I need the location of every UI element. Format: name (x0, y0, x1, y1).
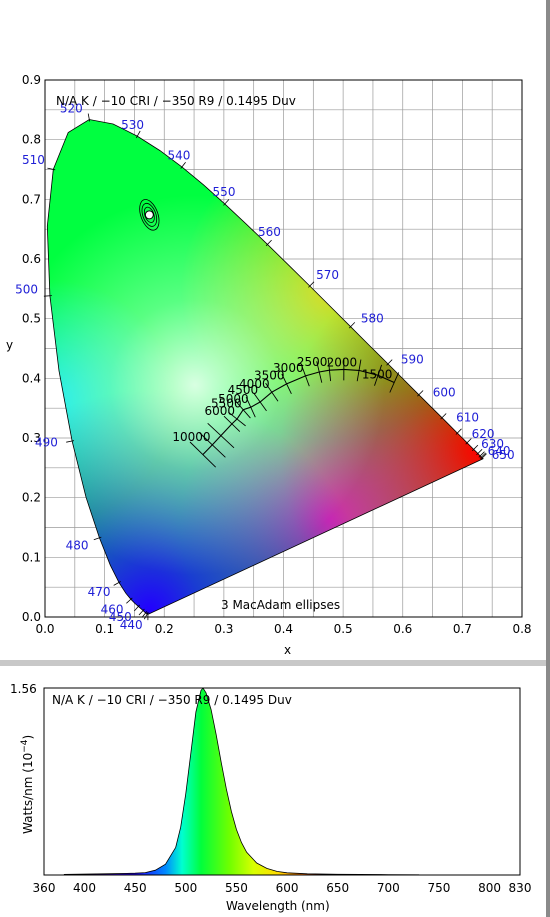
power-axis-label-main: Watts/nm (10 (21, 753, 35, 834)
wavelength-tick-label: 500 (174, 881, 197, 895)
wavelength-label: 500 (15, 283, 38, 297)
cct-label: 4500 (228, 383, 259, 397)
cct-label: 10000 (172, 430, 210, 444)
wavelength-tick-label: 550 (225, 881, 248, 895)
wavelength-label: 530 (121, 118, 144, 132)
wavelength-tick-label: 450 (124, 881, 147, 895)
x-tick-label: 0.5 (334, 622, 353, 636)
cct-label: 3000 (273, 361, 304, 375)
wavelength-label: 450 (109, 610, 132, 624)
wavelength-label: 520 (60, 102, 83, 116)
wavelength-label: 580 (361, 312, 384, 326)
chromaticity-subtitle: N/A K / −10 CRI / −350 R9 / 0.1495 Duv (56, 94, 296, 108)
y-tick-label: 0.1 (22, 550, 41, 564)
y-tick-label: 0.8 (22, 133, 41, 147)
wavelength-tick-label: 360 (33, 881, 56, 895)
wavelength-label: 550 (213, 185, 236, 199)
cct-label: 5500 (211, 397, 242, 411)
wavelength-label: 480 (66, 538, 89, 552)
axis-tick-labels: 0.0 0.1 0.2 0.3 0.4 0.5 0.6 0.7 0.8 0.0 0.1 0.2 0.3 0… (22, 73, 532, 636)
y-max-label: 1.56 (10, 682, 37, 696)
x-tick-label: 0.0 (35, 622, 54, 636)
wavelength-label: 610 (456, 411, 479, 425)
spectrum-chart: 360 400 450 500 550 600 650 700 750 800 830 1.56 N… (10, 682, 532, 913)
wavelength-tick-label: 700 (377, 881, 400, 895)
wavelength-label: 470 (88, 585, 111, 599)
y-tick-label: 0.6 (22, 252, 41, 266)
macadam-annotation: 3 MacAdam ellipses (221, 598, 340, 612)
spectrum-tick-labels: 360 400 450 500 550 600 650 700 750 800 830 (33, 881, 532, 895)
y-tick-label: 0.5 (22, 312, 41, 326)
y-tick-label: 0.9 (22, 73, 41, 87)
cct-label: 3500 (254, 369, 285, 383)
spectrum-subtitle: N/A K / −10 CRI / −350 R9 / 0.1495 Duv (52, 693, 292, 707)
wavelength-label: 440 (120, 618, 143, 632)
x-axis-label: x (284, 643, 291, 657)
wavelength-label: 560 (258, 225, 281, 239)
chromaticity-diagram: 0.0 0.1 0.2 0.3 0.4 0.5 0.6 0.7 0.8 0.0 0.1 0.2 0.3 0… (6, 73, 532, 657)
y-tick-label: 0.4 (22, 371, 41, 385)
cct-label: 4000 (239, 377, 270, 391)
macadam-ellipse (141, 202, 158, 227)
wavelength-label: 570 (316, 268, 339, 282)
y-axis-label: y (6, 338, 13, 352)
power-axis-label-close: ) (21, 735, 35, 740)
y-tick-label: 0.0 (22, 610, 41, 624)
wavelength-tick-label: 800 (478, 881, 501, 895)
cct-label: 1500 (362, 368, 393, 382)
wavelength-label: 600 (433, 386, 456, 400)
window-edge (546, 0, 550, 917)
wavelength-tick-label: 600 (276, 881, 299, 895)
y-tick-label: 0.7 (22, 192, 41, 206)
wavelength-label: 460 (101, 602, 124, 616)
cct-label: 2500 (297, 355, 328, 369)
planckian-locus (189, 358, 400, 468)
macadam-ellipse (139, 199, 160, 231)
x-tick-label: 0.6 (393, 622, 412, 636)
wavelength-label: 650 (492, 448, 515, 462)
power-axis-label-exp: −4 (20, 739, 30, 753)
wavelength-tick-label: 650 (326, 881, 349, 895)
wavelength-ticks (43, 113, 487, 621)
wavelength-label: 510 (22, 153, 45, 167)
x-tick-label: 0.1 (95, 622, 114, 636)
power-axis-label: Watts/nm (10−4) (20, 735, 35, 834)
plot-frame (44, 79, 523, 618)
wavelength-axis-label: Wavelength (nm) (226, 899, 330, 913)
x-tick-label: 0.8 (512, 622, 531, 636)
y-tick-label: 0.2 (22, 491, 41, 505)
wavelength-tick-label: 400 (73, 881, 96, 895)
x-tick-label: 0.3 (214, 622, 233, 636)
x-tick-label: 0.2 (155, 622, 174, 636)
spectrum-area (63, 687, 420, 876)
wavelength-label: 640 (488, 444, 511, 458)
y-tick-label: 0.3 (22, 431, 41, 445)
wavelength-tick-label: 830 (509, 881, 532, 895)
wavelength-label: 490 (35, 435, 58, 449)
spectrum-frame (43, 687, 521, 876)
x-tick-label: 0.4 (274, 622, 293, 636)
wavelength-label: 590 (401, 353, 424, 367)
wavelength-label: 630 (481, 437, 504, 451)
cct-label: 6000 (204, 404, 235, 418)
wavelength-label: 620 (472, 427, 495, 441)
point-marker (144, 210, 154, 220)
wavelength-label: 540 (167, 148, 190, 162)
x-tick-label: 0.7 (453, 622, 472, 636)
chromaticity-point (139, 199, 160, 231)
cct-label: 2000 (327, 356, 358, 370)
wavelength-tick-label: 750 (428, 881, 451, 895)
macadam-ellipse (143, 206, 155, 223)
cct-label: 5000 (218, 392, 249, 406)
